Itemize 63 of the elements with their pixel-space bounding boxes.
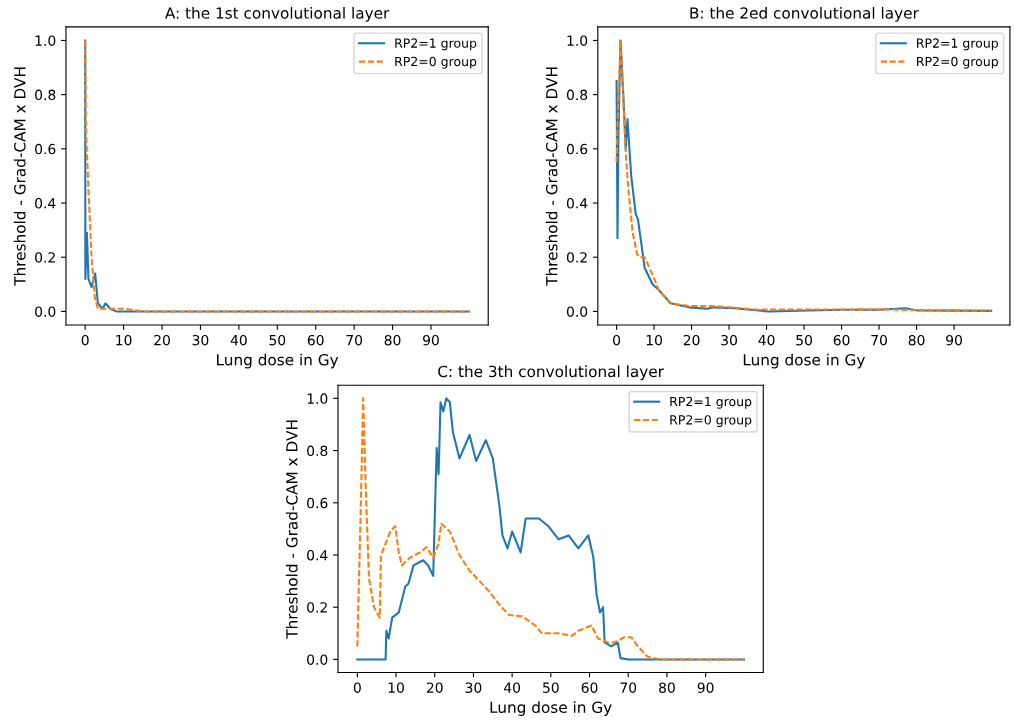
- y-tick-label: 0.4: [566, 198, 588, 209]
- x-tick-label: 50: [543, 682, 559, 693]
- legend-label: RP2=1 group: [395, 38, 477, 51]
- x-tick-label: 40: [230, 334, 247, 346]
- x-tick-label: 70: [620, 682, 637, 693]
- x-tick-label: 20: [683, 334, 700, 346]
- x-tick-label: 80: [908, 334, 925, 346]
- x-tick-label: 90: [423, 334, 439, 346]
- x-tick-label: 60: [581, 682, 598, 693]
- y-tick-label: 0.8: [307, 445, 328, 457]
- x-tick-label: 50: [269, 334, 286, 346]
- y-tick-label: 0.6: [566, 143, 588, 155]
- legend-label: RP2=0 group: [917, 56, 998, 69]
- y-tick-label: 0.0: [307, 654, 328, 665]
- legend-label: RP2=1 group: [670, 396, 752, 409]
- y-tick-label: 0.2: [307, 602, 327, 613]
- x-tick-label: 20: [426, 682, 443, 693]
- x-axis-title: Lung dose in Gy: [490, 701, 612, 716]
- x-tick-label: 30: [192, 334, 209, 346]
- x-tick-label: 10: [116, 334, 132, 346]
- chart-title: B: the 2ed convolutional layer: [690, 6, 919, 22]
- x-tick-label: 90: [946, 334, 962, 346]
- chart-title: C: the 3th convolutional layer: [438, 365, 664, 381]
- x-axis-title: Lung dose in Gy: [217, 353, 339, 369]
- x-tick-label: 90: [697, 682, 714, 693]
- y-tick-label: 0.6: [307, 497, 328, 509]
- x-tick-label: 0: [353, 682, 361, 693]
- x-tick-label: 80: [659, 682, 675, 693]
- x-tick-label: 30: [721, 334, 737, 346]
- x-tick-label: 20: [154, 334, 170, 346]
- x-tick-label: 80: [384, 334, 401, 346]
- x-tick-label: 60: [307, 334, 324, 346]
- chart-title: A: the 1st convolutional layer: [164, 6, 390, 22]
- y-tick-label: 1.0: [567, 35, 588, 46]
- y-tick-label: 1.0: [35, 35, 56, 46]
- x-tick-label: 30: [465, 682, 482, 693]
- x-tick-label: 60: [833, 334, 850, 346]
- x-tick-label: 50: [796, 334, 812, 346]
- x-tick-label: 70: [871, 334, 887, 346]
- y-tick-label: 1.0: [307, 393, 328, 404]
- x-tick-label: 10: [646, 334, 662, 346]
- x-tick-label: 0: [81, 334, 89, 346]
- x-axis-title: Lung dose in Gy: [743, 353, 865, 369]
- y-tick-label: 0.2: [35, 252, 55, 263]
- y-tick-label: 0.0: [566, 306, 588, 317]
- x-tick-label: 10: [388, 682, 404, 693]
- y-axis-title: Threshold - Grad-CAM x DVH: [285, 420, 298, 639]
- y-tick-label: 0.4: [307, 549, 328, 561]
- legend-label: RP2=0 group: [395, 56, 477, 69]
- y-axis-title: Threshold - Grad-CAM x DVH: [13, 67, 26, 286]
- y-tick-label: 0.8: [566, 89, 588, 101]
- y-tick-label: 0.0: [35, 306, 56, 317]
- legend-label: RP2=0 group: [670, 415, 752, 428]
- y-tick-label: 0.2: [566, 252, 587, 263]
- x-tick-label: 40: [503, 682, 521, 693]
- x-tick-label: 0: [613, 334, 621, 346]
- x-tick-label: 70: [346, 334, 363, 346]
- y-tick-label: 0.4: [35, 198, 56, 209]
- x-tick-label: 40: [758, 334, 775, 346]
- y-axis-title: Threshold - Grad-CAM x DVH: [545, 67, 558, 286]
- y-tick-label: 0.8: [35, 89, 56, 101]
- legend-label: RP2=1 group: [917, 38, 998, 51]
- y-tick-label: 0.6: [35, 143, 56, 155]
